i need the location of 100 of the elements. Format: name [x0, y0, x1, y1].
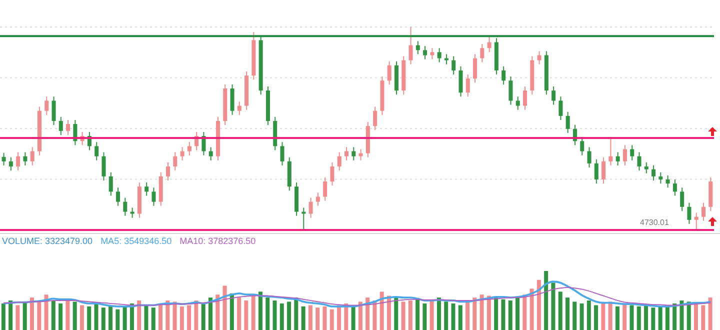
- bar: [330, 309, 334, 330]
- bar: [251, 296, 256, 330]
- candlestick: [358, 148, 363, 161]
- candlestick: [458, 66, 463, 98]
- bar: [658, 306, 662, 330]
- candlestick: [622, 144, 627, 166]
- bar: [401, 302, 406, 330]
- candlestick: [144, 182, 149, 196]
- candlestick: [594, 158, 598, 184]
- bar: [180, 306, 184, 330]
- candlestick: [94, 142, 99, 161]
- bar: [380, 292, 384, 330]
- candlestick: [658, 172, 663, 184]
- candlestick: [280, 142, 284, 166]
- bar: [665, 305, 670, 330]
- candlestick: [66, 119, 70, 136]
- candlestick: [666, 174, 670, 188]
- bar: [394, 298, 398, 330]
- bar: [458, 305, 462, 330]
- bar: [80, 305, 84, 330]
- bar: [337, 305, 342, 330]
- bar: [122, 306, 127, 330]
- bar: [522, 294, 527, 330]
- bar: [430, 300, 434, 330]
- bar: [216, 294, 220, 330]
- text: VOLUME: 3323479.00: [2, 236, 93, 246]
- bar: [308, 305, 312, 330]
- candlestick: [387, 60, 392, 86]
- candlestick: [637, 152, 642, 172]
- bar: [144, 305, 148, 330]
- bar: [501, 299, 506, 330]
- candlestick: [452, 56, 456, 75]
- candlestick: [672, 178, 677, 196]
- bar: [94, 303, 98, 330]
- candlestick: [44, 96, 49, 116]
- candlestick: [408, 27, 413, 65]
- candlestick: [430, 48, 434, 60]
- candlestick: [166, 162, 170, 181]
- bar: [416, 299, 420, 330]
- bar: [536, 280, 541, 330]
- candlestick: [58, 116, 63, 136]
- candlestick: [152, 187, 156, 206]
- candlestick: [16, 152, 20, 172]
- candlestick: [323, 176, 328, 202]
- candlestick: [508, 76, 513, 106]
- candlestick: [444, 54, 448, 65]
- candlestick: [8, 156, 13, 172]
- candlestick: [630, 144, 634, 161]
- text: MA10: 3782376.50: [180, 236, 256, 246]
- candlestick: [480, 44, 484, 63]
- bar: [137, 300, 142, 330]
- bar: [366, 298, 370, 330]
- candlestick: [558, 96, 563, 120]
- candlestick: [473, 54, 478, 84]
- bar: [58, 303, 63, 330]
- bar: [230, 293, 234, 330]
- bar: [630, 305, 634, 330]
- bar: [372, 300, 377, 330]
- candlestick: [173, 152, 178, 172]
- candlestick: [644, 162, 648, 174]
- bar: [37, 300, 42, 330]
- bar: [172, 302, 177, 330]
- candlestick: [130, 207, 134, 218]
- bar: [636, 306, 641, 330]
- bar: [151, 308, 156, 330]
- bar: [44, 294, 48, 330]
- candlestick: [116, 187, 120, 206]
- bar: [187, 305, 192, 330]
- bar: [572, 302, 577, 330]
- bar: [686, 302, 691, 330]
- bar: [244, 300, 248, 330]
- candlestick: [580, 136, 584, 156]
- candlestick: [687, 202, 692, 224]
- bar: [622, 303, 627, 330]
- bar: [594, 305, 598, 330]
- bar: [166, 300, 170, 330]
- bar: [408, 300, 412, 330]
- candlestick: [537, 50, 542, 65]
- candlestick: [316, 192, 320, 206]
- bar: [601, 303, 606, 330]
- candlestick: [466, 74, 470, 98]
- candlestick: [587, 146, 592, 168]
- candlestick: [344, 146, 349, 161]
- bar: [16, 305, 20, 330]
- candlestick: [652, 164, 656, 181]
- candlestick: [373, 106, 378, 131]
- bar: [580, 303, 584, 330]
- bar: [551, 282, 556, 330]
- candlestick: [30, 146, 34, 166]
- bar: [386, 296, 391, 330]
- candlestick: [123, 197, 128, 216]
- bar: [436, 298, 441, 330]
- bar: [158, 303, 163, 330]
- bar: [22, 302, 27, 330]
- bar: [287, 302, 292, 330]
- bar: [516, 298, 520, 330]
- candlestick: [516, 96, 520, 110]
- bar: [237, 298, 242, 330]
- bar: [558, 292, 562, 330]
- candlestick: [608, 138, 613, 166]
